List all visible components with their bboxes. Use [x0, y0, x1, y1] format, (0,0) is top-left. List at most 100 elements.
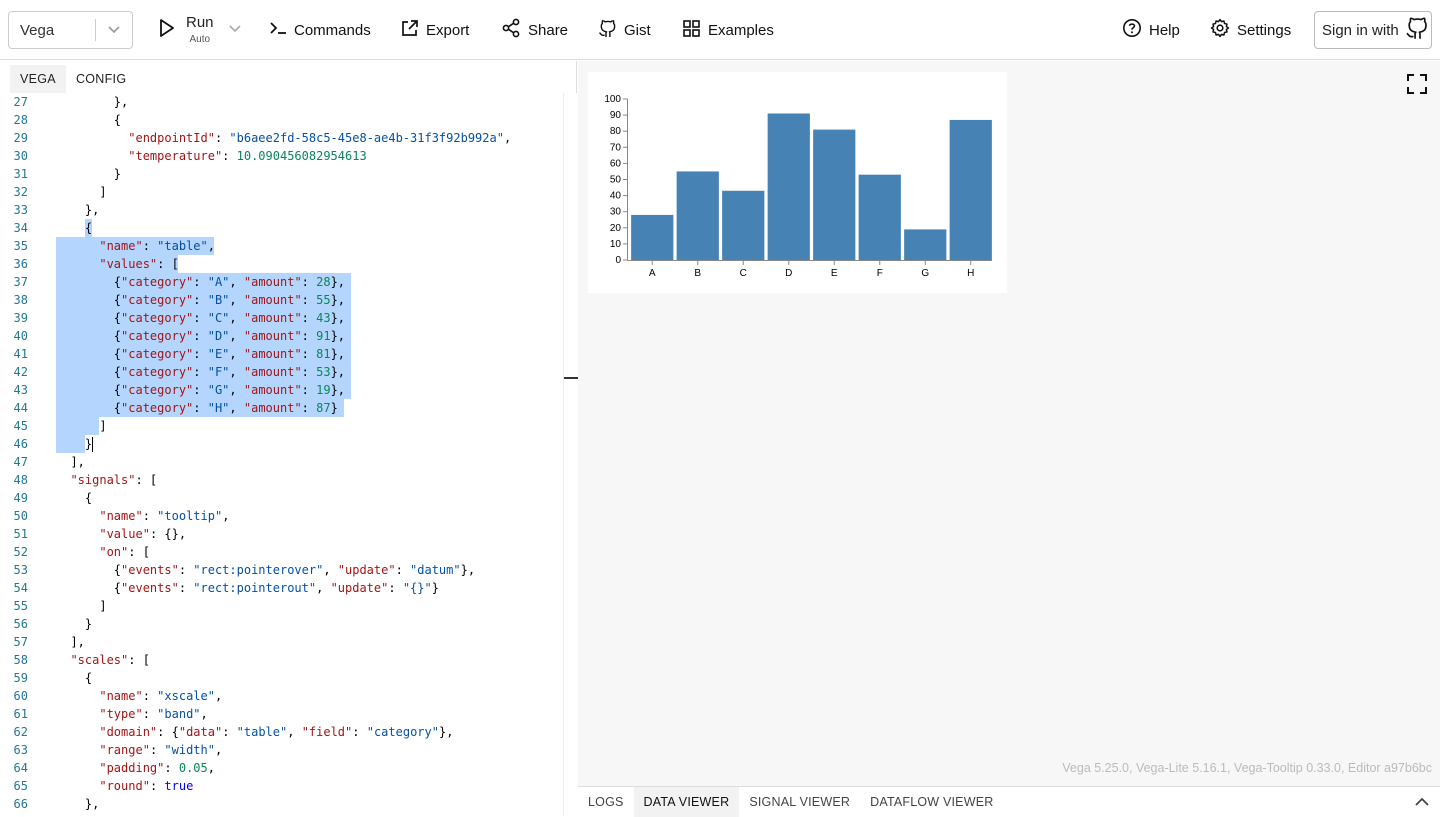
github-icon: [1399, 16, 1429, 44]
code-line[interactable]: 56 }: [0, 615, 563, 633]
code-editor[interactable]: 27 }, 28 {29 "endpointId": "b6aee2fd-58c5…: [0, 93, 563, 816]
code-line[interactable]: 30 "temperature": 10.090456082954613: [0, 147, 563, 165]
fullscreen-icon[interactable]: [1406, 73, 1428, 100]
sign-in-button[interactable]: Sign in with: [1314, 11, 1432, 49]
code-line[interactable]: 62 "domain": {"data": "table", "field": …: [0, 723, 563, 741]
code-line[interactable]: 61 "type": "band",: [0, 705, 563, 723]
run-button[interactable]: Run Auto: [158, 8, 242, 52]
run-chevron-down-icon[interactable]: [228, 21, 242, 39]
code-text: {"events": "rect:pointerout", "update": …: [70, 581, 439, 595]
tab-data-viewer[interactable]: DATA VIEWER: [633, 786, 740, 817]
code-text: {"category": "H", "amount": 87}: [70, 401, 338, 415]
x-tick-label: A: [649, 268, 656, 279]
code-text: }: [70, 617, 93, 631]
code-text: {"events": "rect:pointerover", "update":…: [70, 563, 476, 577]
code-line[interactable]: 57 ],: [0, 633, 563, 651]
code-line[interactable]: 39 {"category": "C", "amount": 43},: [0, 309, 563, 327]
code-line[interactable]: 64 "padding": 0.05,: [0, 759, 563, 777]
tab-signal-viewer[interactable]: SIGNAL VIEWER: [749, 794, 851, 809]
line-number: 38: [13, 293, 28, 307]
selection-highlight: [56, 363, 352, 381]
tab-logs[interactable]: LOGS: [588, 794, 624, 809]
code-line[interactable]: 37 {"category": "A", "amount": 28},: [0, 273, 563, 291]
line-number: 63: [13, 743, 28, 757]
code-line[interactable]: 60 "name": "xscale",: [0, 687, 563, 705]
mode-select-value: Vega: [20, 21, 55, 39]
play-icon: [158, 18, 176, 43]
code-text: "type": "band",: [99, 707, 208, 721]
code-text: "value": {},: [99, 527, 187, 541]
bar-chart: 0 10 20 30 40 50 60 70 80 90 100 A B C D E F G H: [604, 94, 992, 279]
code-text: "name": "xscale",: [99, 689, 223, 703]
code-line[interactable]: 41 {"category": "E", "amount": 81},: [0, 345, 563, 363]
gist-label: Gist: [624, 21, 651, 39]
code-line[interactable]: 49 {: [0, 489, 563, 507]
code-line[interactable]: 34 {: [0, 219, 563, 237]
code-line[interactable]: 36 "values": [: [0, 255, 563, 273]
code-line[interactable]: 51 "value": {},: [0, 525, 563, 543]
chevron-up-icon[interactable]: [1414, 795, 1430, 813]
tab-dataflow-viewer[interactable]: DATAFLOW VIEWER: [870, 794, 994, 809]
code-line[interactable]: 40 {"category": "D", "amount": 91},: [0, 327, 563, 345]
code-line[interactable]: 33 },: [0, 201, 563, 219]
export-button[interactable]: Export: [400, 0, 469, 60]
code-text: "round": true: [99, 779, 194, 793]
code-line[interactable]: 52 "on": [: [0, 543, 563, 561]
code-line[interactable]: 42 {"category": "F", "amount": 53},: [0, 363, 563, 381]
code-line[interactable]: 43 {"category": "G", "amount": 19},: [0, 381, 563, 399]
code-line[interactable]: 54 {"events": "rect:pointerout", "update…: [0, 579, 563, 597]
code-line[interactable]: 46 }: [0, 435, 563, 453]
code-line[interactable]: 32 ]: [0, 183, 563, 201]
code-line[interactable]: 66 },: [0, 795, 563, 813]
code-text: "name": "table",: [99, 239, 215, 253]
line-number: 47: [13, 455, 28, 469]
code-line[interactable]: 50 "name": "tooltip",: [0, 507, 563, 525]
code-line[interactable]: 47 ],: [0, 453, 563, 471]
y-tick-label: 60: [610, 158, 622, 169]
line-number: 52: [13, 545, 28, 559]
code-line[interactable]: 55 ]: [0, 597, 563, 615]
line-number: 60: [13, 689, 28, 703]
code-line[interactable]: 65 "round": true: [0, 777, 563, 795]
y-tick-label: 50: [610, 175, 622, 186]
code-line[interactable]: 53 {"events": "rect:pointerover", "updat…: [0, 561, 563, 579]
help-label: Help: [1149, 21, 1180, 39]
code-line[interactable]: 45 ]: [0, 417, 563, 435]
gist-button[interactable]: Gist: [598, 0, 651, 60]
code-text: },: [70, 95, 129, 109]
code-line[interactable]: 38 {"category": "B", "amount": 55},: [0, 291, 563, 309]
code-line[interactable]: 29 "endpointId": "b6aee2fd-58c5-45e8-ae4…: [0, 129, 563, 147]
line-number: 46: [13, 437, 28, 451]
code-line[interactable]: 31 }: [0, 165, 563, 183]
line-number: 45: [13, 419, 28, 433]
code-line[interactable]: 58 "scales": [: [0, 651, 563, 669]
chevron-down-icon[interactable]: [96, 25, 132, 35]
code-line[interactable]: 28 {: [0, 111, 563, 129]
code-line[interactable]: 48 "signals": [: [0, 471, 563, 489]
mode-select[interactable]: Vega: [8, 11, 133, 49]
line-number: 36: [13, 257, 28, 271]
code-line[interactable]: 27 },: [0, 93, 563, 111]
line-number: 58: [13, 653, 28, 667]
share-button[interactable]: Share: [501, 0, 568, 60]
examples-label: Examples: [708, 21, 774, 39]
commands-button[interactable]: Commands: [269, 0, 371, 60]
line-number: 31: [13, 167, 28, 181]
bar-D: [767, 113, 810, 260]
line-number: 59: [13, 671, 28, 685]
selection-highlight: [84, 219, 92, 237]
examples-button[interactable]: Examples: [682, 0, 774, 60]
selection-highlight: [56, 417, 100, 435]
tab-config[interactable]: CONFIG: [75, 72, 127, 86]
settings-button[interactable]: Settings: [1210, 0, 1291, 60]
code-line[interactable]: 35 "name": "table",: [0, 237, 563, 255]
tab-vega[interactable]: VEGA: [10, 65, 66, 93]
help-button[interactable]: Help: [1122, 0, 1180, 60]
bar-G: [904, 229, 947, 260]
code-line[interactable]: 59 {: [0, 669, 563, 687]
code-line[interactable]: 63 "range": "width",: [0, 741, 563, 759]
resizer-handle[interactable]: [564, 377, 578, 379]
code-line[interactable]: 44 {"category": "H", "amount": 87}: [0, 399, 563, 417]
pane-resizer[interactable]: [563, 93, 578, 816]
line-number: 29: [13, 131, 28, 145]
